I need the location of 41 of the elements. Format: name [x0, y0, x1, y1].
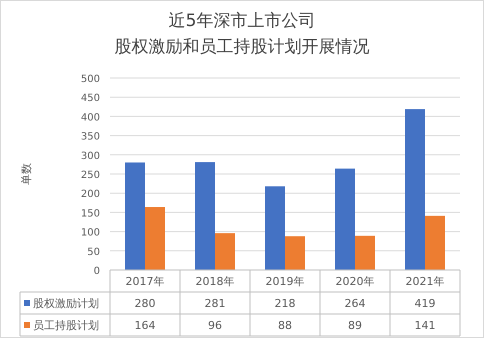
legend-label: 员工持股计划	[33, 319, 99, 332]
y-tick-label: 400	[80, 112, 100, 124]
data-label: 164	[134, 319, 156, 332]
y-axis-title: 单数	[20, 163, 33, 185]
y-tick-label: 350	[80, 132, 100, 143]
data-label: 281	[204, 297, 226, 310]
data-label: 96	[208, 319, 222, 332]
bar	[195, 162, 215, 270]
bar	[425, 216, 445, 270]
y-tick-label: 150	[80, 208, 100, 220]
data-label: 89	[348, 319, 362, 332]
data-label: 88	[278, 319, 292, 332]
chart-title: 近5年深市上市公司	[168, 11, 316, 31]
y-tick-label: 100	[80, 228, 100, 239]
bar	[145, 207, 165, 270]
legend-label: 股权激励计划	[33, 297, 99, 310]
y-tick-label: 250	[80, 170, 100, 181]
bar	[355, 236, 375, 270]
x-tick-label: 2020年	[336, 275, 374, 288]
bar	[405, 109, 425, 270]
data-label: 419	[414, 297, 436, 310]
data-label: 218	[274, 297, 296, 310]
chart-subtitle: 股权激励和员工持股计划开展情况	[114, 37, 370, 57]
y-tick-label: 450	[80, 93, 100, 104]
data-label: 264	[344, 297, 366, 310]
y-tick-label: 300	[80, 150, 100, 162]
y-tick-label: 0	[94, 266, 100, 277]
data-label: 141	[414, 319, 436, 332]
x-tick-label: 2019年	[266, 275, 304, 288]
bar	[125, 162, 145, 270]
bar	[215, 233, 235, 270]
x-tick-label: 2018年	[196, 275, 234, 288]
bar	[265, 186, 285, 270]
y-tick-label: 50	[87, 246, 100, 258]
x-tick-label: 2017年	[126, 275, 164, 288]
y-tick-label: 200	[80, 189, 100, 200]
bar	[335, 168, 355, 270]
y-tick-label: 500	[80, 74, 100, 85]
bar	[285, 236, 305, 270]
data-label: 280	[134, 297, 156, 310]
x-tick-label: 2021年	[406, 275, 444, 288]
